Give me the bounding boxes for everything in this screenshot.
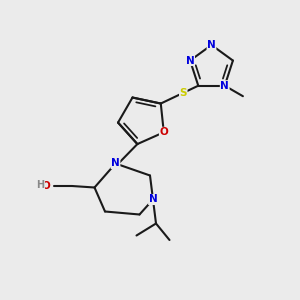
Text: O: O bbox=[42, 181, 50, 191]
Text: S: S bbox=[179, 88, 187, 98]
Text: H: H bbox=[36, 180, 45, 190]
Text: N: N bbox=[148, 194, 158, 205]
Text: O: O bbox=[159, 127, 168, 137]
Text: N: N bbox=[220, 81, 229, 91]
Text: N: N bbox=[111, 158, 120, 169]
Text: N: N bbox=[207, 40, 216, 50]
Text: N: N bbox=[186, 56, 194, 65]
